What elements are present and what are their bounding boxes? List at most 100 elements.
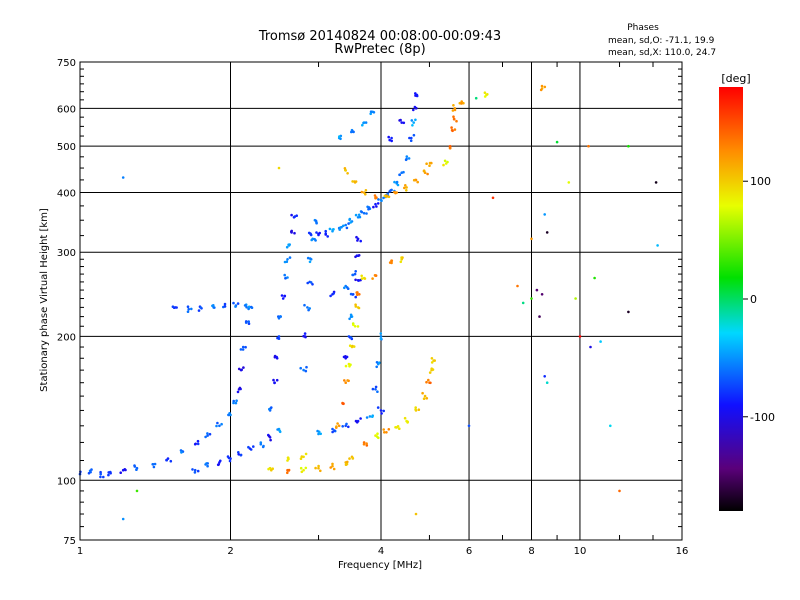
data-point	[377, 436, 380, 440]
data-point	[407, 157, 411, 160]
data-point	[426, 172, 429, 176]
data-point	[362, 121, 365, 125]
data-point	[414, 512, 418, 516]
data-point	[375, 365, 379, 369]
data-point	[402, 170, 405, 174]
data-point	[269, 438, 272, 442]
data-point	[217, 463, 220, 466]
data-point	[460, 100, 464, 103]
data-point	[349, 313, 353, 317]
data-point	[208, 432, 212, 436]
data-point	[452, 117, 456, 121]
data-point	[336, 422, 339, 425]
data-point	[358, 215, 362, 219]
data-point	[283, 273, 287, 277]
data-point	[376, 390, 379, 394]
data-point	[347, 425, 350, 429]
data-point	[412, 178, 416, 182]
data-point	[285, 245, 289, 249]
data-point	[308, 307, 312, 310]
data-point	[236, 390, 240, 394]
data-point	[121, 517, 125, 521]
data-point	[360, 190, 364, 194]
data-point	[194, 442, 197, 446]
data-point	[228, 412, 231, 415]
data-point	[609, 424, 612, 428]
data-point	[364, 189, 368, 192]
data-point	[87, 471, 91, 475]
colorbar-tick-label: -100	[750, 411, 775, 424]
data-point	[317, 466, 320, 470]
data-point	[394, 191, 398, 194]
data-point	[338, 135, 341, 138]
data-point	[280, 294, 284, 297]
data-point	[402, 121, 406, 125]
data-point	[346, 460, 349, 464]
data-point	[276, 336, 279, 340]
data-point	[299, 457, 303, 461]
data-point	[345, 286, 349, 289]
data-point	[383, 194, 387, 198]
x-tick-label: 8	[528, 546, 534, 557]
data-point	[411, 124, 414, 127]
data-point	[374, 196, 377, 200]
data-point	[387, 135, 391, 139]
data-point	[379, 409, 383, 412]
y-tick-label: 600	[57, 104, 76, 115]
data-point	[317, 464, 320, 468]
data-point	[433, 359, 437, 362]
data-point	[187, 307, 190, 311]
data-point	[451, 129, 454, 133]
data-point	[467, 424, 471, 428]
data-point	[338, 228, 342, 231]
data-point	[425, 162, 428, 165]
data-point	[306, 256, 310, 260]
data-point	[215, 424, 218, 428]
data-point	[286, 276, 289, 279]
data-point	[374, 388, 377, 391]
data-point	[180, 451, 183, 454]
data-point	[332, 228, 335, 231]
data-point	[379, 332, 383, 335]
data-point	[259, 441, 263, 444]
data-point	[460, 102, 463, 105]
colorbar-ticks: 100 0 -100	[743, 175, 775, 424]
data-point	[199, 306, 202, 309]
data-point	[241, 345, 245, 349]
data-point	[357, 306, 361, 310]
data-point	[352, 323, 355, 327]
data-point	[375, 361, 379, 364]
data-point	[430, 161, 433, 165]
data-point	[389, 189, 393, 192]
data-point	[331, 427, 334, 431]
data-point	[351, 180, 354, 183]
x-axis-label: Frequency [MHz]	[338, 560, 422, 571]
data-point	[368, 415, 372, 418]
data-point	[431, 368, 435, 371]
data-point	[593, 276, 596, 280]
data-point	[206, 434, 209, 437]
data-point	[206, 462, 209, 465]
data-point	[278, 430, 282, 434]
data-point	[388, 138, 392, 142]
data-point	[186, 305, 190, 309]
data-point	[193, 468, 197, 472]
data-point	[242, 366, 245, 369]
data-point	[193, 471, 197, 474]
data-point	[574, 297, 577, 300]
data-point	[354, 270, 358, 273]
data-point	[356, 291, 359, 294]
data-point	[348, 457, 351, 460]
data-point	[303, 303, 306, 307]
data-point	[364, 121, 368, 124]
data-point	[337, 424, 341, 428]
data-point	[393, 180, 396, 184]
data-point	[283, 294, 287, 298]
data-point	[350, 130, 353, 134]
data-point	[400, 121, 404, 124]
data-point	[414, 118, 417, 122]
data-point	[354, 213, 358, 217]
data-point	[247, 320, 250, 323]
data-point	[346, 172, 349, 175]
